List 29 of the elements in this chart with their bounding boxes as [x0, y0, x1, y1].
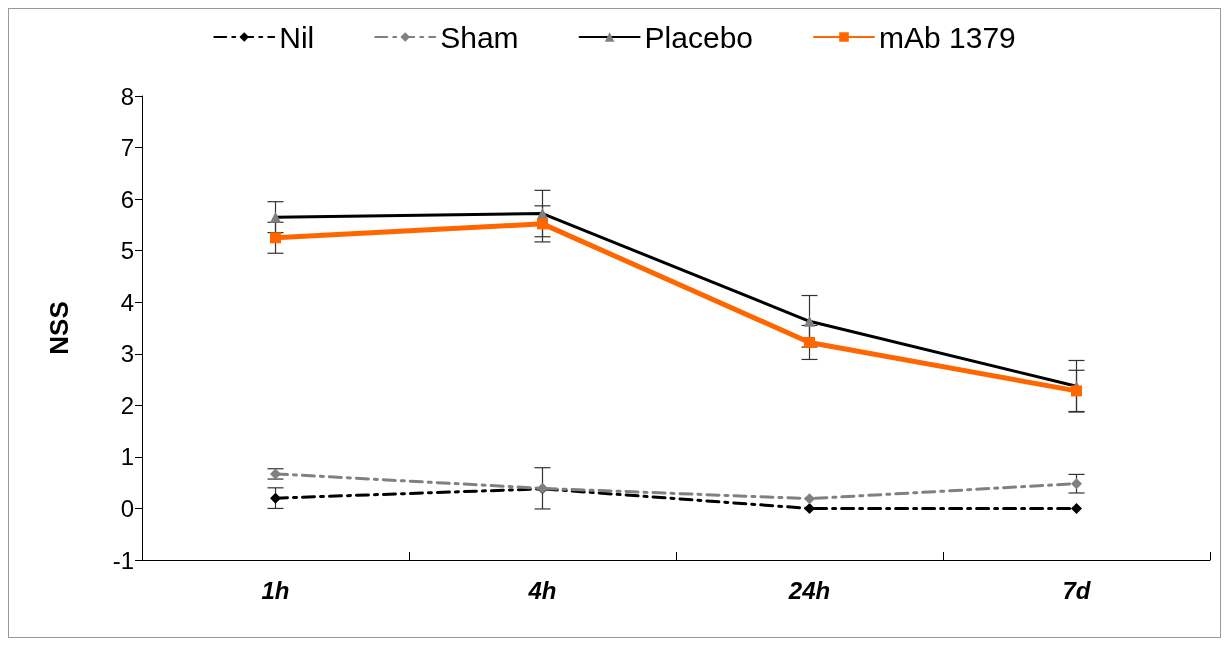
point [270, 232, 281, 244]
legend-label: Nil [279, 20, 315, 54]
y-tick-label: 6 [120, 185, 134, 213]
point [804, 336, 815, 348]
y-tick-label: 2 [120, 391, 134, 419]
point [270, 492, 281, 504]
x-tick-label: 4h [527, 576, 557, 604]
x-tick-label: 7d [1062, 576, 1092, 604]
point [1071, 502, 1082, 514]
x-tick-label: 24h [787, 576, 831, 604]
y-tick-label: 5 [120, 237, 134, 265]
y-tick-label: 0 [120, 494, 134, 522]
y-tick-label: 1 [120, 443, 134, 471]
legend-label: mAb 1379 [879, 20, 1016, 54]
y-tick-label: 4 [120, 288, 134, 316]
y-tick-label: 3 [120, 340, 134, 368]
x-tick-label: 1h [261, 576, 290, 604]
y-tick-label: 7 [120, 134, 134, 162]
point [1071, 478, 1082, 490]
legend-label: Sham [440, 20, 519, 54]
point [270, 468, 281, 480]
y-tick-label: -1 [112, 546, 134, 574]
legend-label: Placebo [644, 20, 754, 54]
y-axis-title: NSS [44, 301, 74, 355]
point [804, 502, 815, 514]
y-tick-label: 8 [120, 82, 134, 110]
point [537, 218, 548, 230]
point [804, 493, 815, 505]
point [1071, 385, 1082, 397]
